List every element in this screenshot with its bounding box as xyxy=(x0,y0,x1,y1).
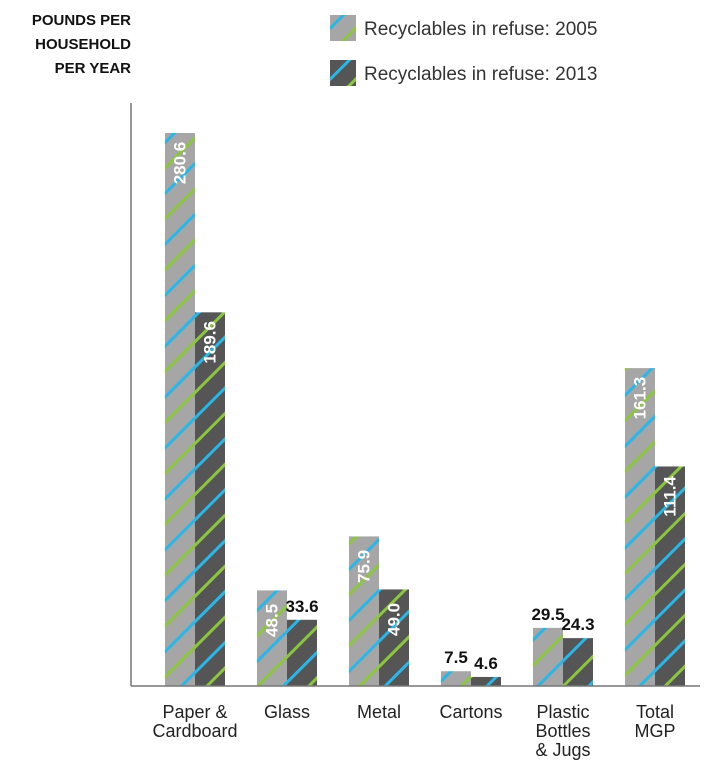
legend-item: Recyclables in refuse: 2005 xyxy=(330,15,597,41)
value-label: 75.9 xyxy=(355,550,374,583)
category-label: & Jugs xyxy=(535,740,590,760)
value-label: 49.0 xyxy=(385,603,404,636)
value-label: 48.5 xyxy=(263,604,282,637)
legend-label: Recyclables in refuse: 2013 xyxy=(364,64,597,85)
value-label: 4.6 xyxy=(474,654,498,673)
value-label: 111.4 xyxy=(661,476,680,517)
value-label: 161.3 xyxy=(631,377,650,420)
bars xyxy=(165,133,685,686)
bar xyxy=(379,589,409,686)
value-labels: 280.6 48.5 75.9 7.5 29.5 161.3 189.6 33.6 49.0 4.… xyxy=(171,142,680,673)
value-label: 189.6 xyxy=(201,321,220,364)
y-axis-label: POUNDS PER HOUSEHOLD PER YEAR xyxy=(32,12,131,77)
category-label: Total xyxy=(636,702,674,722)
bar xyxy=(349,536,379,686)
value-label: 7.5 xyxy=(444,648,468,667)
legend: Recyclables in refuse: 2005 Recyclables … xyxy=(330,15,597,86)
bar xyxy=(655,466,685,686)
bar xyxy=(195,312,225,686)
category-label: Paper & xyxy=(162,702,227,722)
legend-item: Recyclables in refuse: 2013 xyxy=(330,60,597,86)
category-label: Bottles xyxy=(535,721,590,741)
category-label: Cartons xyxy=(439,702,502,722)
value-label: 280.6 xyxy=(171,142,190,185)
legend-swatch xyxy=(330,60,356,86)
bar xyxy=(165,133,195,686)
category-label: Cardboard xyxy=(152,721,237,741)
value-label: 33.6 xyxy=(285,597,318,616)
category-labels: Paper &Cardboard Glass Metal Cartons Plastic… xyxy=(152,702,675,760)
legend-label: Recyclables in refuse: 2005 xyxy=(364,19,597,40)
bar xyxy=(533,627,563,686)
value-label: 24.3 xyxy=(561,615,594,634)
category-label: Metal xyxy=(357,702,401,722)
value-label: 29.5 xyxy=(531,605,564,624)
bar xyxy=(563,638,593,686)
bar xyxy=(287,619,317,686)
y-axis-label-line: POUNDS PER xyxy=(32,12,131,29)
bar xyxy=(625,368,655,686)
category-label: MGP xyxy=(634,721,675,741)
y-axis-label-line: HOUSEHOLD xyxy=(35,36,131,53)
bar xyxy=(441,671,471,686)
bar xyxy=(471,676,501,686)
legend-swatch xyxy=(330,15,356,41)
bar xyxy=(257,590,287,686)
y-axis-label-line: PER YEAR xyxy=(55,60,132,77)
category-label: Glass xyxy=(264,702,310,722)
category-label: Plastic xyxy=(536,702,589,722)
